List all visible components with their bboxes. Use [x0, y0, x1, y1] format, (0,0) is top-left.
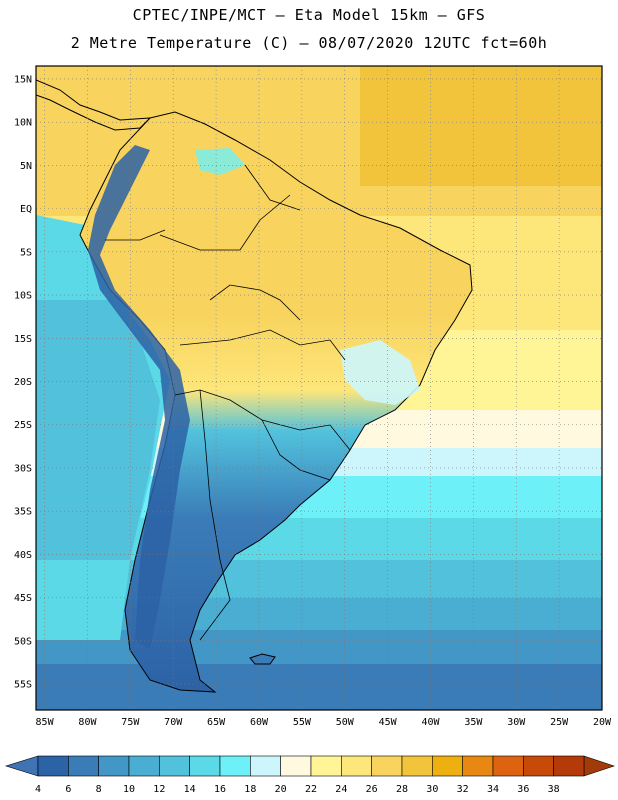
legend-color-box: [98, 755, 130, 777]
pacific-cooler-water: [36, 300, 160, 560]
lon-label: 20W: [593, 717, 612, 728]
lon-label: 80W: [78, 717, 97, 728]
latitude-labels: 15N 10N 5N EQ 5S 10S 15S 20S 25S 30S 35S 40S 45S 50S 5…: [14, 74, 32, 690]
legend-tick-label: 20: [275, 784, 287, 795]
legend-tick-label: 8: [96, 784, 102, 795]
legend-tick-label: 36: [517, 784, 529, 795]
legend-color-box: [401, 755, 433, 777]
legend-color-box: [310, 755, 342, 777]
falkland-islands: [249, 653, 276, 665]
lat-label: 25S: [14, 420, 32, 431]
legend-tick-label: 26: [366, 784, 378, 795]
legend-color-box: [462, 755, 494, 777]
legend-color-box: [159, 755, 190, 777]
legend-color-box: [250, 755, 281, 777]
legend-tick-label: 16: [214, 784, 226, 795]
legend-color-box: [37, 755, 69, 777]
legend-tick-label: 34: [487, 784, 499, 795]
legend-color-box: [371, 755, 403, 777]
lon-label: 35W: [464, 717, 483, 728]
legend-tick-label: 38: [548, 784, 560, 795]
map-frame: [35, 65, 603, 711]
legend-tick-label: 6: [65, 784, 71, 795]
lon-label: 85W: [36, 717, 55, 728]
legend-color-box: [492, 755, 524, 777]
lat-label: 45S: [14, 593, 32, 604]
lat-label: 15S: [14, 334, 32, 345]
lon-label: 50W: [336, 717, 355, 728]
ocean-band-28: [360, 66, 602, 186]
map-area: [36, 66, 602, 710]
legend-tick-label: 22: [305, 784, 317, 795]
country-borders: [105, 164, 351, 641]
brazil-highland-cool: [340, 340, 420, 405]
legend-tick-label: 32: [457, 784, 469, 795]
lon-label: 45W: [379, 717, 398, 728]
legend-color-box: [280, 755, 312, 777]
lat-label: 55S: [14, 680, 32, 691]
lat-label: 40S: [14, 550, 32, 561]
legend-high-arrow: [583, 755, 615, 777]
legend-tick-label: 12: [153, 784, 165, 795]
lat-label: 10S: [14, 291, 32, 302]
legend-tick-label: 30: [426, 784, 438, 795]
lon-label: 70W: [164, 717, 183, 728]
lat-label: 50S: [14, 636, 32, 647]
legend-color-box: [219, 755, 251, 777]
legend-color-box: [523, 755, 554, 777]
guiana-highland-cool: [195, 148, 245, 175]
lat-label: 5N: [20, 161, 32, 172]
lon-label: 60W: [250, 717, 269, 728]
lon-label: 65W: [207, 717, 226, 728]
central-america-land: [36, 79, 152, 131]
lat-label: 30S: [14, 463, 32, 474]
lat-label: 10N: [14, 118, 32, 129]
lat-label: 5S: [20, 247, 32, 258]
legend-color-box: [553, 755, 585, 777]
title-line-1: CPTEC/INPE/MCT – Eta Model 15km – GFS: [132, 6, 486, 24]
legend-color-box: [68, 755, 99, 777]
legend-tick-label: 24: [335, 784, 347, 795]
legend-color-box: [432, 755, 463, 777]
lon-label: 25W: [550, 717, 569, 728]
legend-color-box: [189, 755, 221, 777]
legend-tick-label: 4: [35, 784, 41, 795]
andes-cold-region: [88, 145, 190, 650]
lat-label: 35S: [14, 507, 32, 518]
ocean-band-6: [36, 664, 602, 710]
legend-color-box: [341, 755, 372, 777]
ocean-band-8: [36, 630, 602, 666]
legend-tick-label: 28: [396, 784, 408, 795]
lon-label: 30W: [507, 717, 526, 728]
lon-label: 75W: [121, 717, 140, 728]
legend-low-arrow: [4, 755, 39, 777]
legend-color-box: [128, 755, 160, 777]
lat-label: EQ: [20, 204, 32, 215]
map-grid: [36, 66, 602, 710]
lon-label: 55W: [293, 717, 312, 728]
longitude-labels: 85W 80W 75W 70W 65W 60W 55W 50W 45W 40W 35W 30W 25W 2…: [36, 717, 612, 728]
title-line-2: 2 Metre Temperature (C) – 08/07/2020 12U…: [70, 34, 548, 52]
lon-label: 40W: [421, 717, 440, 728]
legend-tick-label: 14: [184, 784, 196, 795]
lat-label: 15N: [14, 74, 32, 85]
legend-tick-label: 18: [244, 784, 256, 795]
color-legend: 4 6 8 10 12 14 16 18 20 22 24 26 28 30 32 34 36 38: [4, 755, 615, 795]
legend-tick-label: 10: [123, 784, 135, 795]
lat-label: 20S: [14, 377, 32, 388]
